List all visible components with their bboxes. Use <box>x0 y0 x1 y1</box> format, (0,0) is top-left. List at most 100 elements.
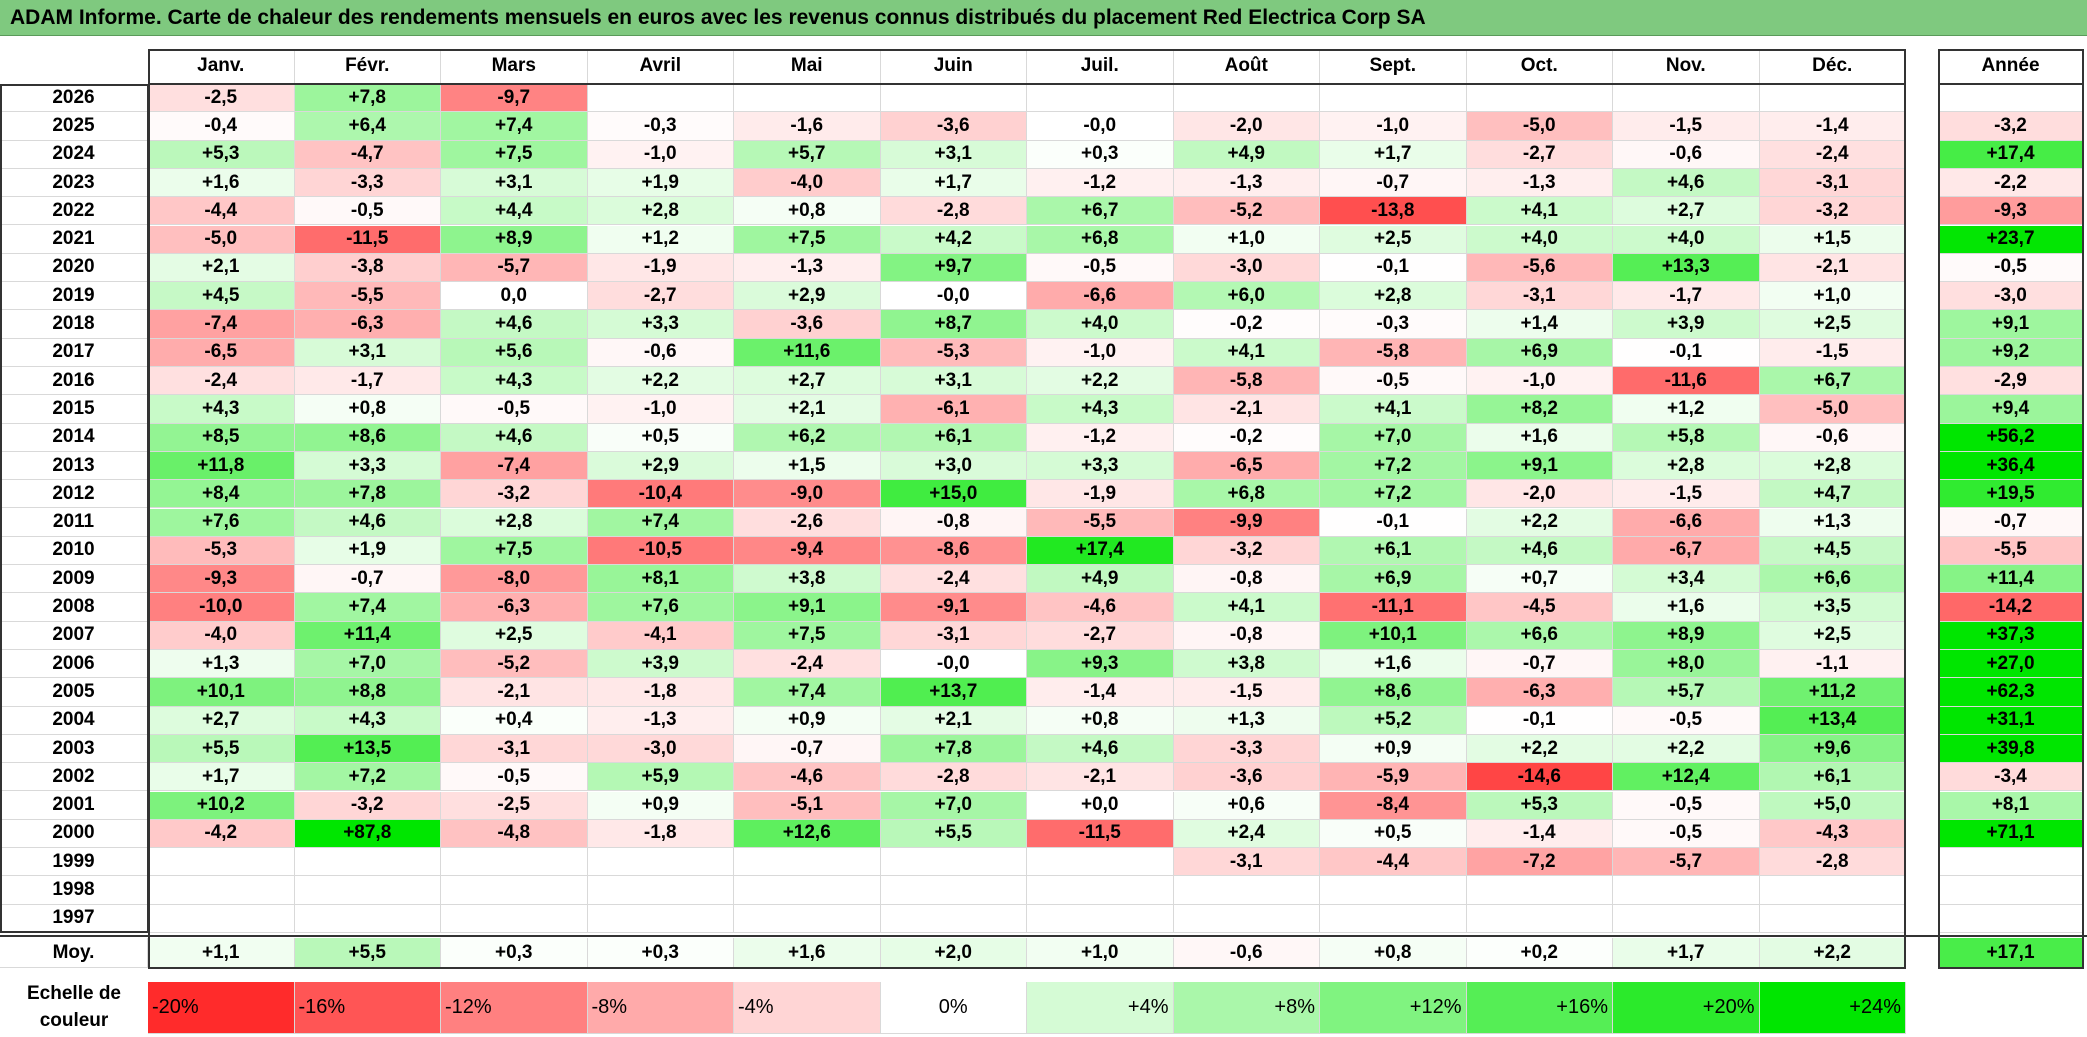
heatmap-cell <box>1759 876 1906 905</box>
heatmap-cell: +7,4 <box>294 593 441 622</box>
chart-title: ADAM Informe. Carte de chaleur des rende… <box>10 6 1426 29</box>
heatmap-cell: +5,6 <box>441 338 588 367</box>
annual-cell: +8,1 <box>1938 791 2084 820</box>
heatmap-cell: -0,5 <box>441 395 588 424</box>
heatmap-cell: +4,7 <box>1759 480 1906 509</box>
heatmap-cell: -1,5 <box>1173 678 1320 707</box>
year-label: 2019 <box>0 282 148 311</box>
heatmap-cell: +0,3 <box>1027 140 1174 169</box>
column-header: Févr. <box>294 49 441 84</box>
heatmap-cell: +1,4 <box>1466 310 1613 339</box>
year-label: 2002 <box>0 763 148 792</box>
heatmap-cell: +7,6 <box>587 593 734 622</box>
annual-cell: -3,0 <box>1938 282 2084 311</box>
year-label: 1998 <box>0 876 148 905</box>
annual-cell: +9,1 <box>1938 310 2084 339</box>
heatmap-cell: +2,5 <box>441 621 588 650</box>
heatmap-cell: +7,8 <box>880 734 1027 764</box>
heatmap-cell: -3,1 <box>1759 168 1906 198</box>
heatmap-cell: -2,4 <box>148 367 295 396</box>
heatmap-cell: -1,6 <box>734 112 881 141</box>
heatmap-cell: -11,6 <box>1613 367 1760 396</box>
heatmap-cell <box>294 876 441 905</box>
year-label: 2010 <box>0 536 148 566</box>
heatmap-cell: +4,3 <box>294 706 441 735</box>
heatmap-cell: -5,2 <box>1173 197 1320 226</box>
heatmap-cell: +5,9 <box>587 763 734 792</box>
year-label: 2017 <box>0 338 148 367</box>
heatmap-cell: +3,9 <box>587 650 734 679</box>
heatmap-cell <box>1173 876 1320 905</box>
heatmap-cell: -5,9 <box>1320 763 1467 792</box>
heatmap-cell: -11,5 <box>294 225 441 254</box>
heatmap-cell: -1,8 <box>587 819 734 849</box>
heatmap-cell: +1,0 <box>1173 225 1320 254</box>
heatmap-cell: +3,0 <box>880 451 1027 481</box>
average-cell: +2,2 <box>1759 938 1906 968</box>
heatmap-cell: +1,7 <box>880 168 1027 198</box>
heatmap-cell: +4,1 <box>1173 593 1320 622</box>
heatmap-cell: +2,8 <box>441 508 588 537</box>
column-header: Juin <box>880 49 1027 84</box>
legend-swatch: -12% <box>441 982 588 1034</box>
annual-header: Année <box>1938 49 2084 84</box>
heatmap-cell: -0,5 <box>1613 706 1760 735</box>
heatmap-cell: +8,9 <box>441 225 588 254</box>
heatmap-cell: -3,0 <box>587 734 734 764</box>
heatmap-cell: -2,4 <box>1759 140 1906 169</box>
heatmap-cell: -3,1 <box>1173 848 1320 877</box>
heatmap-cell: +4,6 <box>1027 734 1174 764</box>
heatmap-cell: -0,7 <box>294 565 441 594</box>
heatmap-cell: -0,1 <box>1613 338 1760 367</box>
heatmap-cell: +10,2 <box>148 791 295 820</box>
heatmap-cell: -0,8 <box>1173 621 1320 650</box>
heatmap-cell: -1,5 <box>1759 338 1906 367</box>
heatmap-cell: +3,1 <box>880 140 1027 169</box>
heatmap-cell: +0,8 <box>294 395 441 424</box>
heatmap-cell: +3,4 <box>1613 565 1760 594</box>
heatmap-cell: +1,9 <box>587 168 734 198</box>
column-header: Juil. <box>1027 49 1174 84</box>
annual-cell: -3,2 <box>1938 112 2084 141</box>
heatmap-cell: +2,7 <box>1613 197 1760 226</box>
heatmap-cell: -5,5 <box>1027 508 1174 537</box>
annual-cell <box>1938 876 2084 905</box>
heatmap-cell: -0,4 <box>148 112 295 141</box>
heatmap-cell: +2,5 <box>1759 621 1906 650</box>
annual-cell: +71,1 <box>1938 819 2084 849</box>
annual-cell: +23,7 <box>1938 225 2084 254</box>
heatmap-cell: -6,6 <box>1027 282 1174 311</box>
heatmap-cell: -1,5 <box>1613 112 1760 141</box>
year-label: 2011 <box>0 508 148 537</box>
heatmap-cell: +6,6 <box>1466 621 1613 650</box>
legend-swatch: +24% <box>1759 982 1906 1034</box>
heatmap-cell: +9,1 <box>734 593 881 622</box>
heatmap-cell: -4,0 <box>148 621 295 650</box>
heatmap-cell: -2,7 <box>1466 140 1613 169</box>
heatmap-cell: +3,1 <box>441 168 588 198</box>
heatmap-cell: +2,5 <box>1759 310 1906 339</box>
heatmap-cell: +11,2 <box>1759 678 1906 707</box>
heatmap-cell: +2,9 <box>587 451 734 481</box>
legend-swatch: +16% <box>1466 982 1613 1034</box>
heatmap-cell: -1,0 <box>1320 112 1467 141</box>
heatmap-cell: -2,4 <box>880 565 1027 594</box>
heatmap-cell: -1,5 <box>1613 480 1760 509</box>
heatmap-cell <box>587 876 734 905</box>
heatmap-cell: -1,7 <box>294 367 441 396</box>
heatmap-cell: -0,5 <box>294 197 441 226</box>
heatmap-cell: +87,8 <box>294 819 441 849</box>
heatmap-cell <box>587 904 734 933</box>
average-cell: +0,3 <box>587 938 734 968</box>
heatmap-cell: +0,8 <box>1027 706 1174 735</box>
heatmap-cell: +4,0 <box>1613 225 1760 254</box>
heatmap-cell <box>734 848 881 877</box>
heatmap-cell: +6,4 <box>294 112 441 141</box>
heatmap-cell <box>1027 84 1174 113</box>
year-label: 2003 <box>0 734 148 764</box>
heatmap-cell: +6,8 <box>1173 480 1320 509</box>
heatmap-cell: +4,6 <box>1466 536 1613 566</box>
heatmap-cell: -1,0 <box>1027 338 1174 367</box>
heatmap-cell: -2,6 <box>734 508 881 537</box>
heatmap-cell: -1,4 <box>1027 678 1174 707</box>
